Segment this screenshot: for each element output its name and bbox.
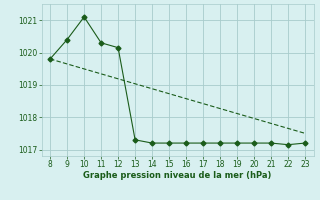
X-axis label: Graphe pression niveau de la mer (hPa): Graphe pression niveau de la mer (hPa) [84, 171, 272, 180]
